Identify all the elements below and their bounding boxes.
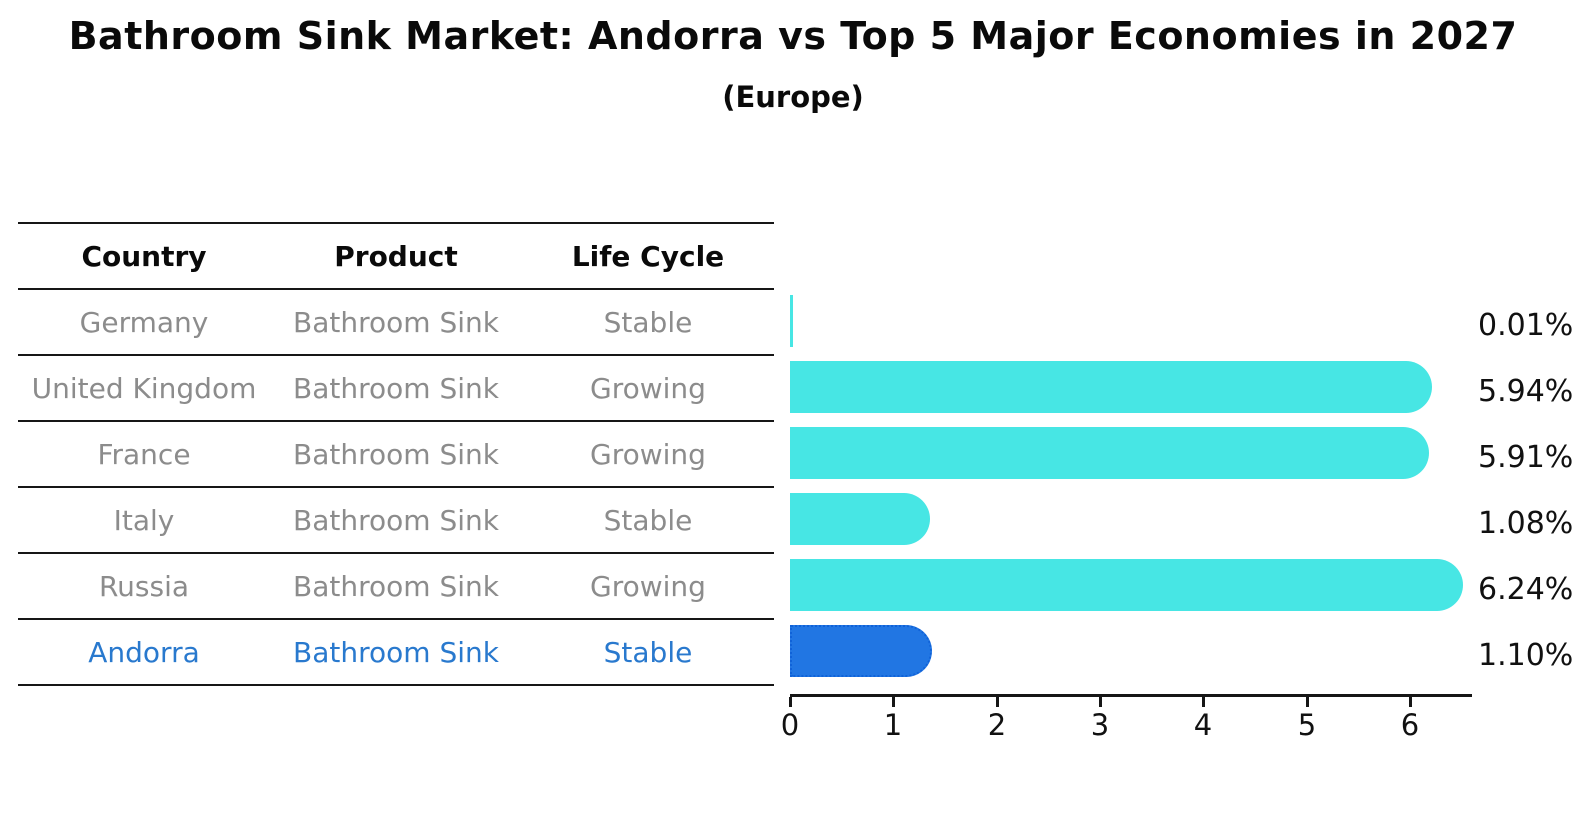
column-header-product: Product bbox=[334, 239, 458, 273]
x-axis-tick bbox=[1409, 697, 1412, 707]
country-cell: France bbox=[97, 437, 191, 471]
life-cycle-cell: Stable bbox=[603, 503, 693, 537]
table-row-germany: Germany Bathroom Sink Stable bbox=[18, 290, 774, 356]
x-axis-tick bbox=[1202, 697, 1205, 707]
country-cell: United Kingdom bbox=[31, 371, 257, 405]
table-row-italy: Italy Bathroom Sink Stable bbox=[18, 488, 774, 554]
table-row-france: France Bathroom Sink Growing bbox=[18, 422, 774, 488]
value-label-germany: 0.01% bbox=[1478, 308, 1574, 343]
product-cell: Bathroom Sink bbox=[293, 437, 499, 471]
chart-title: Bathroom Sink Market: Andorra vs Top 5 M… bbox=[68, 14, 1518, 58]
product-cell: Bathroom Sink bbox=[293, 635, 499, 669]
table-row-russia: Russia Bathroom Sink Growing bbox=[18, 554, 774, 620]
product-cell: Bathroom Sink bbox=[293, 371, 499, 405]
x-tick-label: 5 bbox=[1297, 708, 1317, 742]
bar-russia bbox=[790, 559, 1463, 611]
bar-united-kingdom bbox=[790, 361, 1432, 413]
x-axis-tick bbox=[1099, 697, 1102, 707]
life-cycle-cell: Growing bbox=[590, 371, 706, 405]
value-label-andorra: 1.10% bbox=[1478, 638, 1574, 673]
product-cell: Bathroom Sink bbox=[293, 503, 499, 537]
x-axis-line bbox=[790, 694, 1472, 697]
x-axis-tick bbox=[1306, 697, 1309, 707]
country-table: Country Product Life Cycle Germany Bathr… bbox=[18, 222, 774, 686]
life-cycle-cell: Growing bbox=[590, 437, 706, 471]
country-cell: Italy bbox=[113, 503, 175, 537]
country-cell: Germany bbox=[79, 305, 209, 339]
bar-andorra bbox=[790, 625, 932, 677]
value-label-france: 5.91% bbox=[1478, 440, 1574, 475]
column-header-country: Country bbox=[81, 239, 207, 273]
x-axis-tick bbox=[892, 697, 895, 707]
bar-france bbox=[790, 427, 1429, 479]
x-tick-label: 4 bbox=[1193, 708, 1213, 742]
x-tick-label: 3 bbox=[1090, 708, 1110, 742]
country-cell: Russia bbox=[98, 569, 190, 603]
x-tick-label: 1 bbox=[883, 708, 903, 742]
x-tick-label: 2 bbox=[987, 708, 1007, 742]
country-cell: Andorra bbox=[88, 635, 200, 669]
chart-subtitle: (Europe) bbox=[722, 80, 864, 114]
life-cycle-cell: Growing bbox=[590, 569, 706, 603]
table-header-row: Country Product Life Cycle bbox=[18, 224, 774, 290]
table-row-united-kingdom: United Kingdom Bathroom Sink Growing bbox=[18, 356, 774, 422]
x-axis-tick bbox=[789, 697, 792, 707]
value-label-italy: 1.08% bbox=[1478, 506, 1574, 541]
x-axis-tick bbox=[996, 697, 999, 707]
x-tick-label: 6 bbox=[1400, 708, 1420, 742]
product-cell: Bathroom Sink bbox=[293, 305, 499, 339]
bar-germany bbox=[790, 295, 793, 347]
life-cycle-cell: Stable bbox=[603, 635, 693, 669]
table-row-andorra: Andorra Bathroom Sink Stable bbox=[18, 620, 774, 686]
x-tick-label: 0 bbox=[780, 708, 800, 742]
product-cell: Bathroom Sink bbox=[293, 569, 499, 603]
value-label-united-kingdom: 5.94% bbox=[1478, 374, 1574, 409]
life-cycle-cell: Stable bbox=[603, 305, 693, 339]
column-header-life-cycle: Life Cycle bbox=[571, 239, 725, 273]
bar-italy bbox=[790, 493, 930, 545]
value-label-russia: 6.24% bbox=[1478, 572, 1574, 607]
